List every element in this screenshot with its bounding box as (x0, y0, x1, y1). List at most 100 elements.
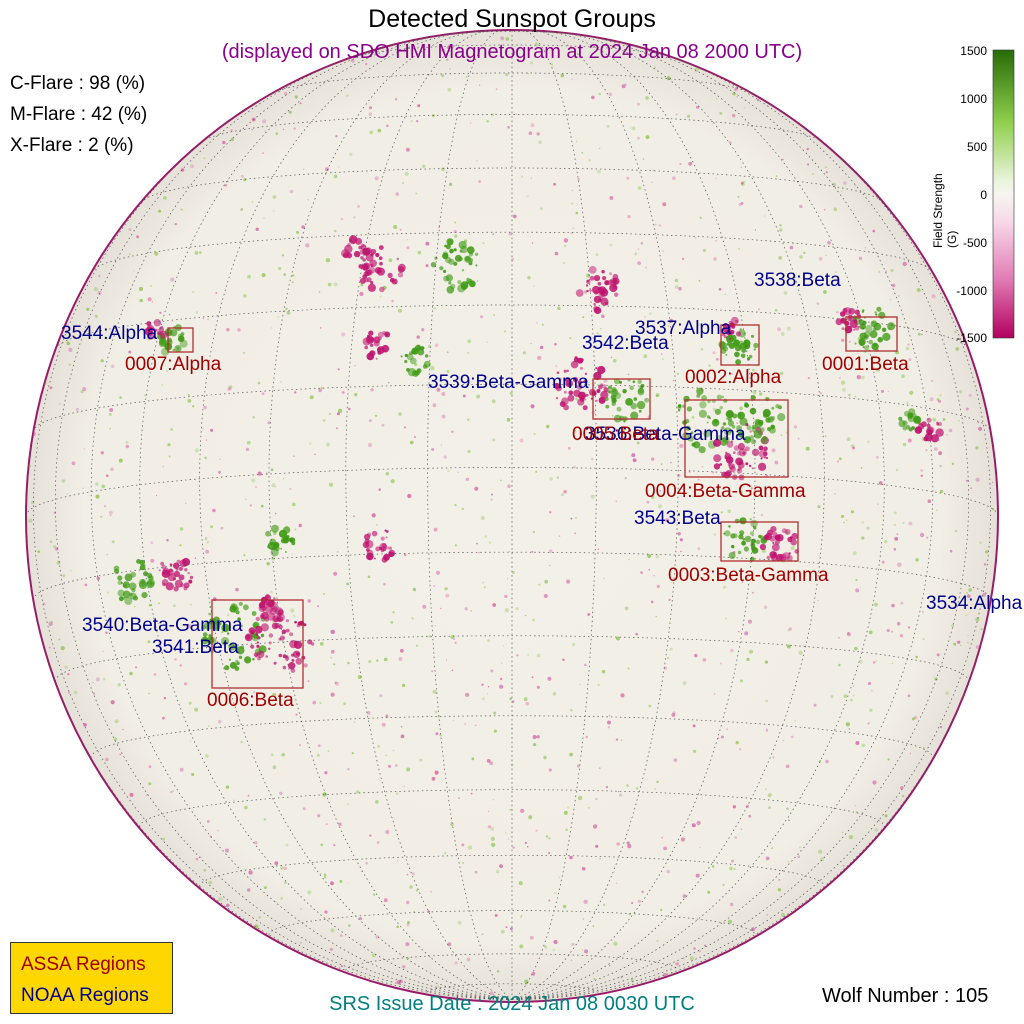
active-region-speck (924, 433, 933, 442)
field-speck (215, 292, 218, 294)
field-speck (915, 558, 919, 562)
field-speck (729, 866, 733, 871)
active-region-speck (607, 390, 612, 394)
field-speck (889, 299, 892, 301)
active-region-speck (453, 261, 458, 266)
field-speck (529, 236, 531, 238)
field-speck (433, 527, 438, 532)
active-region-speck (699, 401, 707, 409)
field-speck (846, 437, 851, 442)
field-speck (524, 979, 529, 984)
field-speck (697, 323, 700, 327)
field-speck (874, 828, 879, 832)
active-region-speck (579, 366, 583, 370)
active-region-speck (238, 601, 243, 607)
field-speck (789, 245, 794, 250)
field-speck (920, 469, 924, 472)
longitude-line (511, 431, 998, 1000)
field-speck (909, 752, 912, 754)
field-speck (712, 471, 715, 474)
field-speck (158, 209, 162, 213)
field-speck (740, 166, 743, 168)
field-speck (67, 673, 70, 676)
active-region-speck (632, 380, 636, 384)
field-speck (584, 663, 587, 667)
field-speck (162, 837, 166, 841)
field-speck (611, 415, 614, 417)
field-speck (588, 159, 591, 162)
field-speck (861, 536, 865, 540)
field-speck (601, 314, 605, 318)
field-speck (227, 387, 232, 391)
field-speck (652, 169, 655, 172)
assa-region-label: 0007:Alpha (125, 354, 222, 375)
active-region-speck (727, 463, 732, 467)
field-speck (263, 217, 265, 220)
field-speck (110, 364, 115, 369)
active-region-speck (442, 252, 449, 260)
field-speck (850, 698, 853, 702)
active-region-speck (169, 329, 178, 337)
active-region-speck (636, 400, 646, 410)
field-speck (179, 544, 182, 547)
field-speck (293, 127, 296, 130)
field-speck (894, 537, 899, 541)
field-speck (94, 314, 99, 318)
field-speck (377, 128, 382, 133)
field-speck (783, 291, 788, 295)
field-speck (588, 806, 590, 809)
field-speck (83, 448, 86, 450)
active-region-speck (725, 410, 734, 419)
active-region-speck (869, 330, 878, 339)
field-speck (466, 957, 471, 962)
field-speck (249, 504, 252, 507)
active-region-speck (371, 530, 378, 537)
field-speck (787, 629, 790, 632)
field-speck (161, 384, 164, 386)
field-speck (180, 168, 185, 172)
field-speck (482, 697, 485, 701)
active-region-speck (738, 340, 744, 346)
field-speck (441, 167, 445, 172)
active-region-speck (739, 328, 742, 331)
field-speck (367, 442, 373, 448)
active-region-speck (140, 579, 145, 584)
active-region-speck (454, 254, 462, 262)
active-region-speck (786, 555, 793, 561)
field-speck (852, 551, 857, 556)
field-speck (798, 650, 803, 655)
field-speck (698, 949, 701, 953)
field-speck (82, 487, 84, 490)
active-region-speck (751, 467, 754, 470)
field-speck (661, 353, 663, 355)
field-speck (898, 295, 900, 297)
field-speck (747, 619, 753, 624)
active-region-speck (364, 345, 369, 350)
field-speck (599, 147, 601, 150)
field-speck (294, 528, 297, 531)
active-region-speck (741, 540, 746, 546)
field-speck (529, 935, 534, 940)
assa-region-label: 0004:Beta-Gamma (645, 481, 806, 502)
active-region-speck (291, 658, 295, 662)
field-speck (226, 613, 230, 617)
active-region-speck (563, 390, 567, 394)
field-speck (53, 545, 57, 549)
field-speck (395, 192, 400, 196)
field-speck (388, 258, 393, 263)
field-speck (957, 419, 960, 422)
field-speck (607, 726, 610, 729)
active-region-speck (613, 378, 621, 385)
field-speck (785, 764, 790, 769)
field-speck (553, 182, 556, 186)
field-speck (659, 490, 661, 492)
noaa-region-label: 3538:Beta (754, 270, 841, 291)
field-speck (818, 760, 822, 763)
field-speck (576, 764, 581, 768)
active-region-speck (279, 635, 285, 641)
field-speck (299, 102, 302, 105)
active-region-speck (143, 571, 149, 577)
active-region-speck (205, 640, 207, 643)
active-region-speck (750, 541, 754, 546)
active-region-speck (475, 264, 478, 267)
